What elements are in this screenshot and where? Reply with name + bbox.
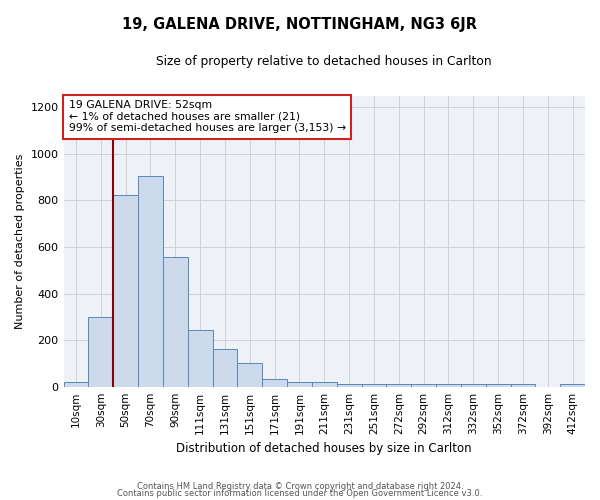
Bar [511, 384, 535, 386]
Bar [312, 382, 337, 386]
Bar [262, 378, 287, 386]
Bar [138, 176, 163, 386]
Bar [485, 384, 511, 386]
Bar [386, 384, 411, 386]
Bar [362, 384, 386, 386]
Bar [88, 317, 113, 386]
Text: 19, GALENA DRIVE, NOTTINGHAM, NG3 6JR: 19, GALENA DRIVE, NOTTINGHAM, NG3 6JR [122, 18, 478, 32]
Bar [212, 350, 238, 387]
Text: 19 GALENA DRIVE: 52sqm
← 1% of detached houses are smaller (21)
99% of semi-deta: 19 GALENA DRIVE: 52sqm ← 1% of detached … [69, 100, 346, 133]
Bar [411, 384, 436, 386]
Bar [238, 364, 262, 386]
Title: Size of property relative to detached houses in Carlton: Size of property relative to detached ho… [157, 55, 492, 68]
X-axis label: Distribution of detached houses by size in Carlton: Distribution of detached houses by size … [176, 442, 472, 455]
Bar [188, 330, 212, 386]
Bar [287, 382, 312, 386]
Bar [436, 384, 461, 386]
Text: Contains HM Land Registry data © Crown copyright and database right 2024.: Contains HM Land Registry data © Crown c… [137, 482, 463, 491]
Bar [560, 384, 585, 386]
Bar [163, 258, 188, 386]
Y-axis label: Number of detached properties: Number of detached properties [15, 154, 25, 329]
Bar [461, 384, 485, 386]
Text: Contains public sector information licensed under the Open Government Licence v3: Contains public sector information licen… [118, 490, 482, 498]
Bar [113, 194, 138, 386]
Bar [337, 384, 362, 386]
Bar [64, 382, 88, 386]
